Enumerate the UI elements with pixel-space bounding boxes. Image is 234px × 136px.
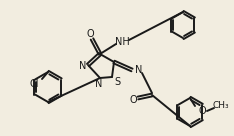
Text: NH: NH [115,37,129,47]
Text: O: O [86,29,94,39]
Text: N: N [135,65,143,75]
Text: O: O [129,95,137,105]
Text: N: N [95,79,103,89]
Text: Cl: Cl [29,79,39,89]
Text: O: O [198,106,206,116]
Text: N: N [79,61,87,71]
Text: S: S [114,77,120,87]
Text: CH₃: CH₃ [213,101,229,110]
